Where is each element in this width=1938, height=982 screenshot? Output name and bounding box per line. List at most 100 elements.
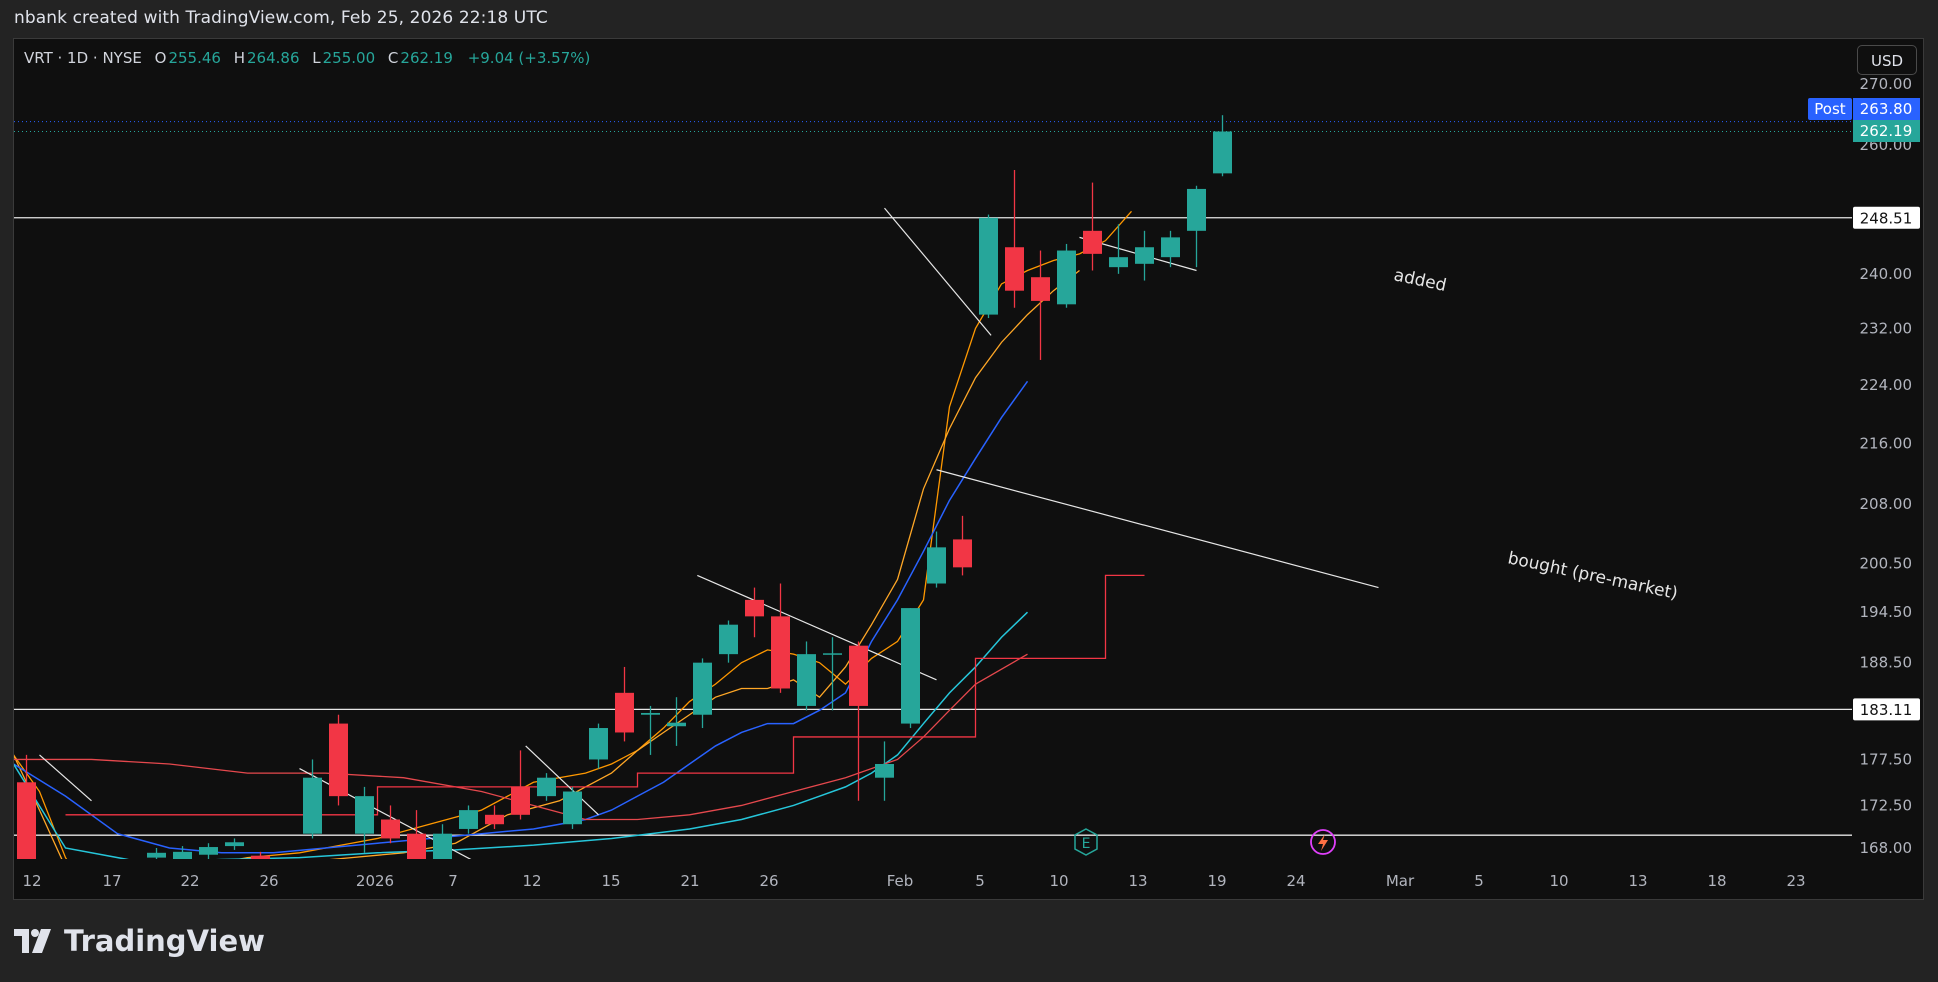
candle-up (1213, 115, 1232, 177)
candle-body (485, 814, 504, 825)
post-price-badge (1853, 98, 1920, 120)
candle-body (511, 786, 530, 815)
candle-up (199, 843, 218, 859)
candle-up (693, 658, 712, 729)
x-tick-label: 12 (22, 872, 41, 890)
x-tick-label: 23 (1786, 872, 1805, 890)
candle-down (615, 666, 634, 742)
candle-up (303, 759, 322, 839)
open-label: O (154, 49, 167, 67)
tradingview-logo-icon (14, 929, 51, 953)
x-tick-label: 22 (180, 872, 199, 890)
candle-body (303, 777, 322, 834)
y-tick-label: 188.50 (1860, 654, 1913, 672)
candle-down (381, 805, 400, 844)
earnings-marker-icon[interactable]: E (1074, 828, 1098, 856)
x-tick-label: 5 (1474, 872, 1484, 890)
dividend-marker-icon[interactable] (1310, 829, 1336, 855)
dividend-marker-ring (1310, 829, 1336, 855)
candle-body (225, 842, 244, 847)
candle-up (667, 697, 686, 746)
chart-caption: nbank created with TradingView.com, Feb … (14, 8, 548, 28)
candle-body (199, 847, 218, 855)
candle-body (173, 851, 192, 859)
candle-up (225, 838, 244, 850)
y-tick-label: 232.00 (1860, 319, 1913, 337)
candle-body (459, 810, 478, 829)
y-tick-label: 216.00 (1860, 434, 1913, 452)
x-tick-label: 24 (1286, 872, 1305, 890)
candle-body (797, 654, 816, 706)
price-level-badge (1853, 698, 1920, 721)
candle-down (953, 515, 972, 576)
y-tick-label: 172.50 (1860, 796, 1913, 814)
candle-body (1057, 250, 1076, 305)
symbol-info-bar: VRT · 1D · NYSE O 255.46 H 264.86 L 255.00 … (24, 49, 590, 67)
y-tick-label: 270.00 (1860, 75, 1913, 93)
candle-body (953, 539, 972, 568)
candle-up (589, 723, 608, 769)
x-tick-label: 26 (259, 872, 278, 890)
candle-body (771, 616, 790, 689)
candle-body (849, 645, 868, 706)
dividend-marker-bolt (1318, 834, 1328, 851)
candle-down (849, 641, 868, 801)
currency-button[interactable]: USD (1857, 45, 1917, 75)
symbol-name[interactable]: VRT · 1D · NYSE (24, 49, 142, 67)
candle-body (667, 722, 686, 727)
high-value: 264.86 (247, 49, 300, 67)
candle-body (1109, 257, 1128, 268)
candle-up (1187, 185, 1206, 268)
low-label: L (312, 49, 321, 67)
candle-down (329, 714, 348, 806)
candle-down (745, 587, 764, 638)
x-tick-label: Mar (1386, 872, 1415, 890)
candle-body (979, 217, 998, 315)
tradingview-logo[interactable]: TradingView (14, 924, 265, 958)
candle-up (1161, 230, 1180, 268)
x-tick-label: 19 (1207, 872, 1226, 890)
price-level-label: 248.51 (1860, 209, 1913, 227)
candle-up (537, 773, 556, 801)
y-tick-label: 194.50 (1860, 603, 1913, 621)
post-market-tag-label: Post (1814, 100, 1846, 118)
candle-body (433, 833, 452, 859)
moving-average-line (14, 269, 1080, 859)
candle-up (173, 846, 192, 859)
annotation-trend-line (884, 207, 992, 336)
candle-up (797, 641, 816, 711)
candle-up (1135, 230, 1154, 281)
candle-body (641, 712, 660, 715)
candle-body (1213, 131, 1232, 174)
candle-body (147, 852, 166, 858)
candle-body (355, 796, 374, 834)
candle-down (1083, 182, 1102, 271)
candle-down (485, 805, 504, 829)
x-tick-label: 21 (680, 872, 699, 890)
step-line (65, 574, 1145, 816)
y-tick-label: 168.00 (1860, 839, 1913, 857)
close-value: 262.19 (400, 49, 453, 67)
candle-body (251, 855, 270, 859)
candle-up (147, 848, 166, 859)
last-price-label: 262.19 (1860, 122, 1913, 140)
candle-up (1057, 243, 1076, 308)
candle-body (1031, 277, 1050, 301)
candle-up (641, 705, 660, 755)
candle-body (563, 791, 582, 825)
candle-body (615, 692, 634, 733)
annotation-trend-line (525, 745, 599, 816)
candle-body (875, 763, 894, 778)
change-value: +9.04 (+3.57%) (467, 49, 591, 67)
candle-body (1083, 230, 1102, 254)
open-value: 255.46 (168, 49, 221, 67)
price-level-label: 183.11 (1860, 701, 1913, 719)
y-tick-label: 208.00 (1860, 495, 1913, 513)
candle-body (1161, 237, 1180, 258)
annotation-trend-line (697, 574, 937, 681)
candle-down (1005, 169, 1024, 308)
y-tick-label: 177.50 (1860, 750, 1913, 768)
candle-down (511, 750, 530, 820)
annotation-trend-line (936, 469, 1379, 589)
